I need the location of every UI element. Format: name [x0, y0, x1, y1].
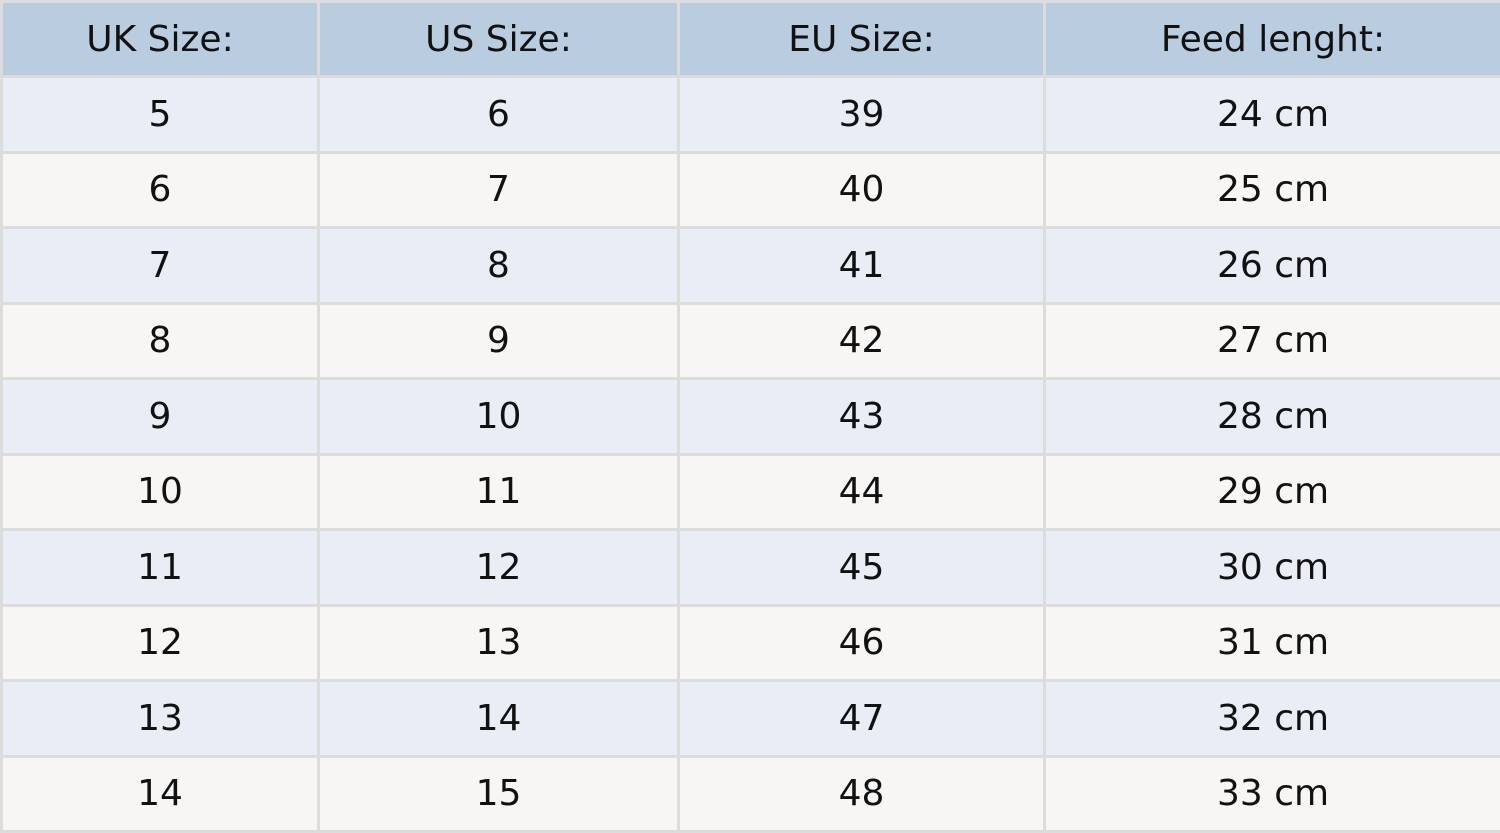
feet-length-cell: 29 cm [1043, 452, 1500, 531]
header-row: UK Size: US Size: EU Size: Feed lenght: [0, 0, 1500, 78]
uk-size-cell: 6 [0, 150, 320, 229]
table-row: 11 12 45 30 cm [0, 528, 1500, 607]
uk-size-cell: 12 [0, 603, 320, 682]
us-size-cell: 6 [317, 75, 680, 154]
us-size-cell: 10 [317, 377, 680, 456]
feet-length-cell: 25 cm [1043, 150, 1500, 229]
uk-size-cell: 11 [0, 528, 320, 607]
uk-size-cell: 7 [0, 226, 320, 305]
table-row: 7 8 41 26 cm [0, 226, 1500, 305]
eu-size-cell: 42 [677, 301, 1046, 380]
eu-size-cell: 41 [677, 226, 1046, 305]
feet-length-cell: 31 cm [1043, 603, 1500, 682]
uk-size-cell: 10 [0, 452, 320, 531]
eu-size-cell: 39 [677, 75, 1046, 154]
table-row: 5 6 39 24 cm [0, 75, 1500, 154]
eu-size-cell: 47 [677, 679, 1046, 758]
us-size-cell: 7 [317, 150, 680, 229]
header-uk-size: UK Size: [0, 0, 320, 78]
uk-size-cell: 9 [0, 377, 320, 456]
header-feet-length: Feed lenght: [1043, 0, 1500, 78]
uk-size-cell: 5 [0, 75, 320, 154]
uk-size-cell: 14 [0, 754, 320, 833]
feet-length-cell: 32 cm [1043, 679, 1500, 758]
eu-size-cell: 48 [677, 754, 1046, 833]
header-us-size: US Size: [317, 0, 680, 78]
us-size-cell: 13 [317, 603, 680, 682]
uk-size-cell: 13 [0, 679, 320, 758]
us-size-cell: 8 [317, 226, 680, 305]
table-row: 13 14 47 32 cm [0, 679, 1500, 758]
table-row: 8 9 42 27 cm [0, 301, 1500, 380]
eu-size-cell: 43 [677, 377, 1046, 456]
feet-length-cell: 33 cm [1043, 754, 1500, 833]
table-row: 14 15 48 33 cm [0, 754, 1500, 833]
feet-length-cell: 24 cm [1043, 75, 1500, 154]
us-size-cell: 12 [317, 528, 680, 607]
feet-length-cell: 26 cm [1043, 226, 1500, 305]
table-row: 12 13 46 31 cm [0, 603, 1500, 682]
feet-length-cell: 30 cm [1043, 528, 1500, 607]
feet-length-cell: 27 cm [1043, 301, 1500, 380]
table-row: 9 10 43 28 cm [0, 377, 1500, 456]
feet-length-cell: 28 cm [1043, 377, 1500, 456]
table-row: 10 11 44 29 cm [0, 452, 1500, 531]
eu-size-cell: 40 [677, 150, 1046, 229]
table-row: 6 7 40 25 cm [0, 150, 1500, 229]
us-size-cell: 9 [317, 301, 680, 380]
header-eu-size: EU Size: [677, 0, 1046, 78]
us-size-cell: 15 [317, 754, 680, 833]
us-size-cell: 11 [317, 452, 680, 531]
uk-size-cell: 8 [0, 301, 320, 380]
eu-size-cell: 46 [677, 603, 1046, 682]
eu-size-cell: 45 [677, 528, 1046, 607]
us-size-cell: 14 [317, 679, 680, 758]
eu-size-cell: 44 [677, 452, 1046, 531]
